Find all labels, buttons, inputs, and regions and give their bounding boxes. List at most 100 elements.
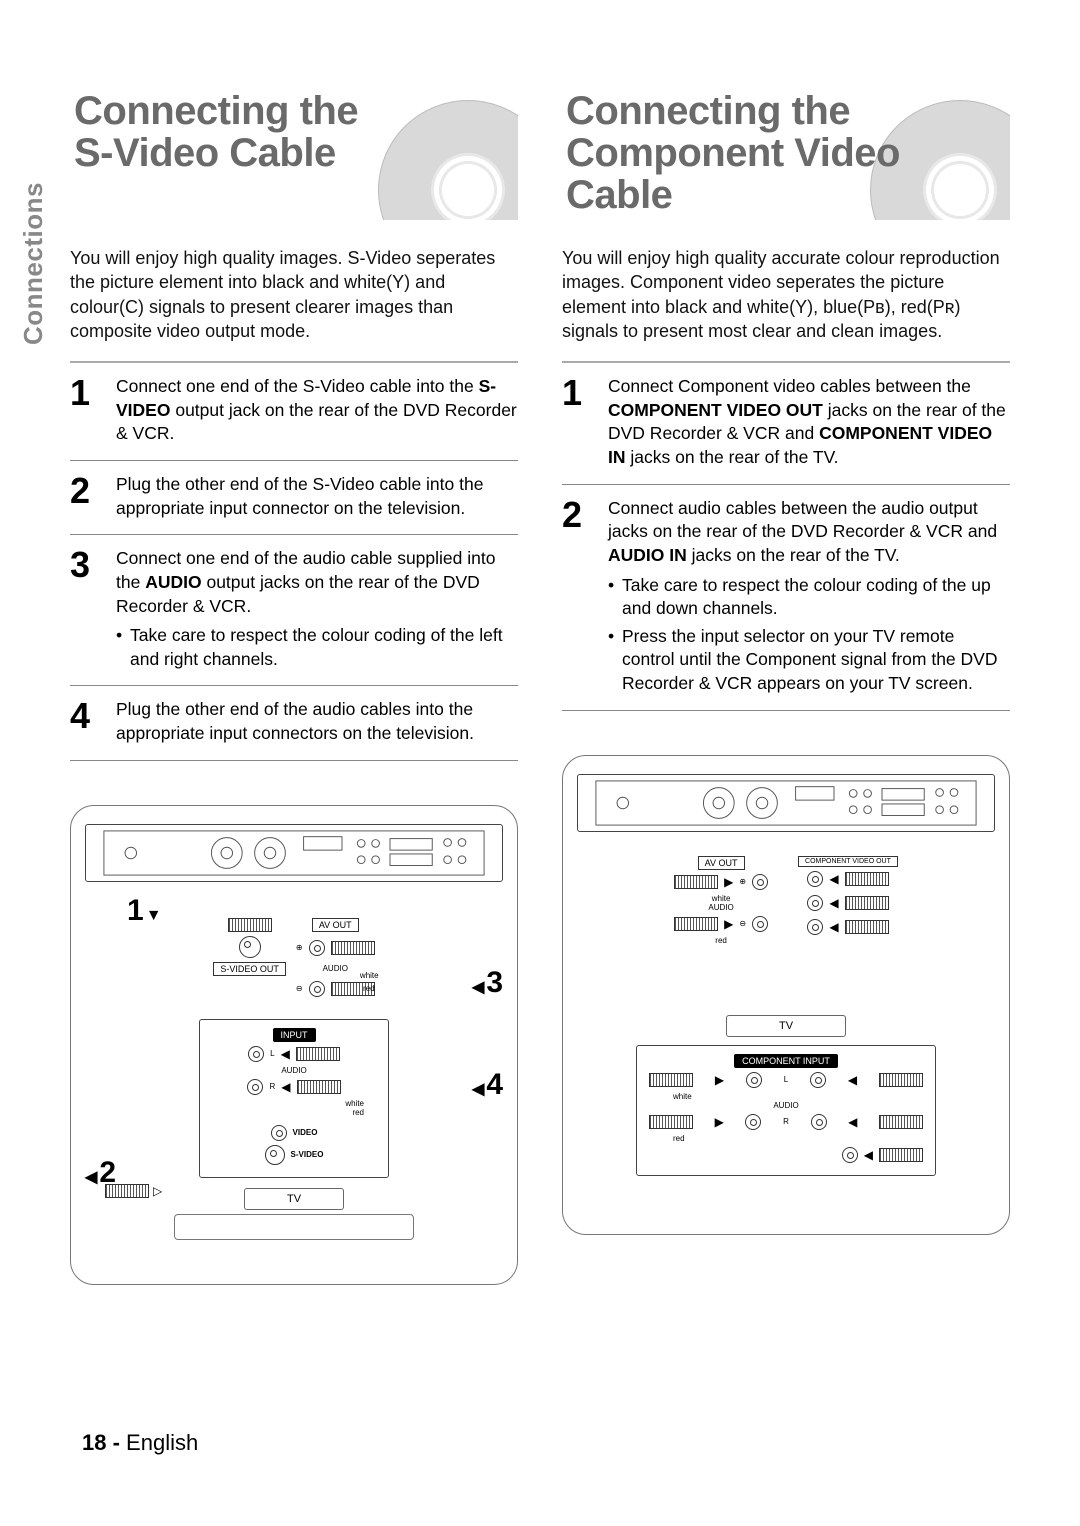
recorder-rear-panel xyxy=(577,774,995,832)
white-label2: white xyxy=(206,1099,382,1108)
step-text: Connect Component video cables between t… xyxy=(608,376,971,396)
step-number: 1 xyxy=(562,375,608,470)
svideo-jack-icon xyxy=(265,1145,285,1165)
step-number: 3 xyxy=(70,547,116,671)
step: 2Plug the other end of the S-Video cable… xyxy=(70,461,518,535)
plug-icon xyxy=(845,896,889,910)
white-label: white xyxy=(643,1092,929,1101)
step-body: Connect one end of the audio cable suppl… xyxy=(116,547,518,671)
page-lang: English xyxy=(126,1430,198,1455)
step-text: jacks on the rear of the TV. xyxy=(687,545,900,565)
step-body: Plug the other end of the S-Video cable … xyxy=(116,473,518,520)
l-label: L xyxy=(270,1049,274,1058)
step-text: output jack on the rear of the DVD Recor… xyxy=(116,400,517,444)
rca-jack-icon xyxy=(247,1079,263,1095)
diagram-num-4: 4 xyxy=(472,1068,503,1102)
red-label: red xyxy=(363,984,375,993)
step-text-bold: AUDIO IN xyxy=(608,545,687,565)
diagram-num-3: 3 xyxy=(472,966,503,1000)
page-footer: 18 - English xyxy=(82,1430,198,1456)
step: 1Connect Component video cables between … xyxy=(562,363,1010,485)
plug-icon xyxy=(105,1184,149,1198)
audio-jack-icon xyxy=(309,981,325,997)
plug-icon xyxy=(297,1080,341,1094)
step-body: Connect one end of the S-Video cable int… xyxy=(116,375,518,446)
component-jack-icon xyxy=(807,919,823,935)
video-label: VIDEO xyxy=(293,1128,318,1137)
plug-icon xyxy=(845,920,889,934)
rca-jack-icon xyxy=(271,1125,287,1141)
step-text: Plug the other end of the S-Video cable … xyxy=(116,474,483,518)
left-title: Connecting the S-Video Cable xyxy=(70,80,518,174)
audio-tinylabel: AUDIO xyxy=(323,964,348,973)
step: 4Plug the other end of the audio cables … xyxy=(70,686,518,760)
step-number: 1 xyxy=(70,375,116,446)
step-text: jacks on the rear of the TV. xyxy=(626,447,839,467)
plug-icon xyxy=(879,1073,923,1087)
right-title-line2: Component Video Cable xyxy=(566,131,900,217)
right-steps: 1Connect Component video cables between … xyxy=(562,361,1010,711)
compin-label: COMPONENT INPUT xyxy=(734,1054,838,1068)
red-label: red xyxy=(643,1134,929,1143)
rca-jack-icon xyxy=(248,1046,264,1062)
red-label2: red xyxy=(206,1108,382,1117)
component-jack-icon xyxy=(811,1114,827,1130)
recorder-rear-panel xyxy=(85,824,503,882)
audio-jack-icon xyxy=(752,874,768,890)
tv-box: TV xyxy=(244,1188,344,1210)
title-block-left: Connecting the S-Video Cable xyxy=(70,80,518,220)
right-diagram: AV OUT ▶⊕ white AUDIO ▶⊖ red COMPONENT V… xyxy=(562,755,1010,1235)
plug-icon xyxy=(674,875,718,889)
right-intro: You will enjoy high quality accurate col… xyxy=(562,246,1010,343)
r-label: R xyxy=(269,1082,275,1091)
step-number: 4 xyxy=(70,698,116,745)
plug-icon xyxy=(228,918,272,932)
audio-label: AUDIO xyxy=(206,1066,382,1075)
component-jack-icon xyxy=(810,1072,826,1088)
tv-box: TV xyxy=(726,1015,846,1037)
left-title-line2: S-Video Cable xyxy=(74,131,336,175)
column-right: Connecting the Component Video Cable You… xyxy=(562,80,1010,1285)
tv-outline xyxy=(174,1214,414,1240)
r-label: R xyxy=(783,1117,789,1126)
plug-icon xyxy=(649,1073,693,1087)
audio-jack-icon xyxy=(752,916,768,932)
plug-icon xyxy=(649,1115,693,1129)
right-title-line1: Connecting the xyxy=(566,89,850,133)
plug-icon xyxy=(296,1047,340,1061)
plug-icon xyxy=(845,872,889,886)
page: Connecting the S-Video Cable You will en… xyxy=(0,0,1080,1325)
step-body: Connect Component video cables between t… xyxy=(608,375,1010,470)
step-number: 2 xyxy=(70,473,116,520)
svideo-label: S-VIDEO xyxy=(291,1150,324,1159)
step-text: Connect audio cables between the audio o… xyxy=(608,498,997,542)
tv-component-block: COMPONENT INPUT ▶ L ◀ white AUDIO ▶ R xyxy=(636,1045,936,1176)
plug-icon xyxy=(879,1148,923,1162)
step-bullet: Take care to respect the colour coding o… xyxy=(608,574,1010,621)
title-block-right: Connecting the Component Video Cable xyxy=(562,80,1010,220)
red-label: red xyxy=(715,936,727,945)
step-bullets: Take care to respect the colour coding o… xyxy=(116,624,518,671)
page-number: 18 - xyxy=(82,1430,120,1455)
avout-label: AV OUT xyxy=(698,856,745,870)
plug-icon xyxy=(331,941,375,955)
right-title: Connecting the Component Video Cable xyxy=(562,80,1010,216)
step-text-bold: AUDIO xyxy=(145,572,201,592)
left-intro: You will enjoy high quality images. S-Vi… xyxy=(70,246,518,343)
audio-label: AUDIO xyxy=(643,1101,929,1110)
rca-jack-icon xyxy=(745,1114,761,1130)
plug-icon xyxy=(879,1115,923,1129)
compout-label: COMPONENT VIDEO OUT xyxy=(798,856,898,867)
step-number: 2 xyxy=(562,497,608,696)
step: 2Connect audio cables between the audio … xyxy=(562,485,1010,711)
white-label: white xyxy=(712,894,731,903)
component-jack-icon xyxy=(807,895,823,911)
step: 3Connect one end of the audio cable supp… xyxy=(70,535,518,686)
white-label: white xyxy=(360,971,379,980)
left-title-line1: Connecting the xyxy=(74,89,358,133)
step-bullet: Press the input selector on your TV remo… xyxy=(608,625,1010,696)
tv-input-block: INPUT L ◀ AUDIO R ◀ white xyxy=(199,1019,389,1178)
component-jack-icon xyxy=(842,1147,858,1163)
component-jack-icon xyxy=(807,871,823,887)
step: 1Connect one end of the S-Video cable in… xyxy=(70,363,518,461)
